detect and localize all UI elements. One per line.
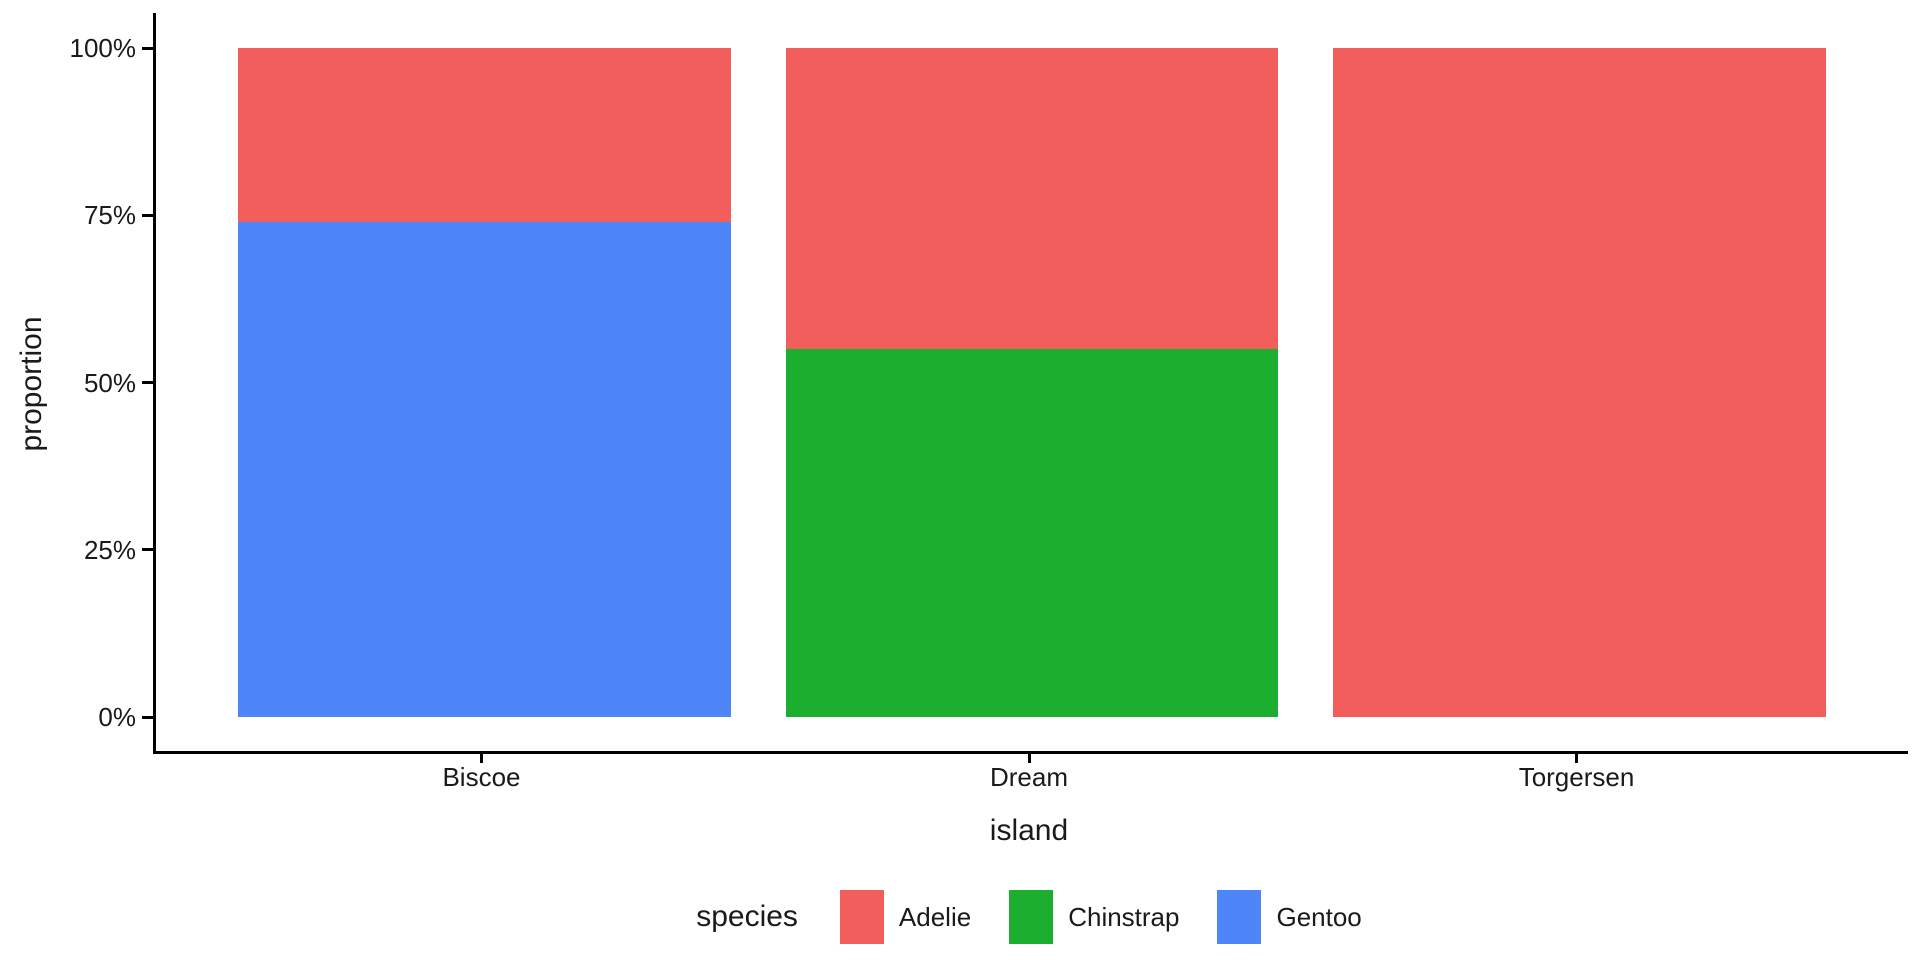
y-tick-label: 0% [98, 702, 136, 733]
x-tick-label: Dream [989, 762, 1068, 792]
legend-swatch-chinstrap [1009, 890, 1054, 944]
x-tick [480, 754, 483, 763]
y-tick [142, 548, 153, 552]
plot-panel [153, 13, 1908, 754]
legend-label: Adelie [898, 901, 972, 932]
y-tick [142, 46, 153, 50]
legend-label: Chinstrap [1068, 901, 1180, 932]
y-tick [142, 213, 153, 217]
legend-label: Gentoo [1276, 901, 1362, 932]
legend: species Adelie Chinstrap Gentoo [153, 886, 1905, 948]
bar-segment-biscoe-adelie [238, 48, 731, 222]
x-axis-title: island [989, 814, 1069, 847]
y-tick [142, 715, 153, 719]
bar-segment-torgersen-adelie [1333, 48, 1826, 718]
y-tick-label: 100% [69, 33, 137, 64]
legend-item-adelie: Adelie [839, 890, 972, 944]
x-tick [1027, 754, 1031, 763]
legend-item-gentoo: Gentoo [1217, 890, 1362, 944]
legend-swatch-adelie [839, 890, 884, 944]
legend-swatch-gentoo [1217, 890, 1262, 944]
bar-segment-dream-chinstrap [785, 349, 1279, 718]
bar-segment-dream-adelie [785, 48, 1279, 350]
y-tick-label: 25% [83, 534, 136, 565]
x-tick-label: Torgersen [1518, 762, 1635, 792]
legend-item-chinstrap: Chinstrap [1009, 890, 1179, 944]
y-tick-label: 75% [83, 200, 136, 231]
y-tick [142, 381, 153, 385]
bar-segment-biscoe-gentoo [238, 222, 731, 718]
y-tick-label: 50% [83, 367, 136, 398]
x-tick [1575, 754, 1578, 763]
legend-title: species [696, 900, 798, 933]
x-tick-label: Biscoe [442, 762, 521, 792]
